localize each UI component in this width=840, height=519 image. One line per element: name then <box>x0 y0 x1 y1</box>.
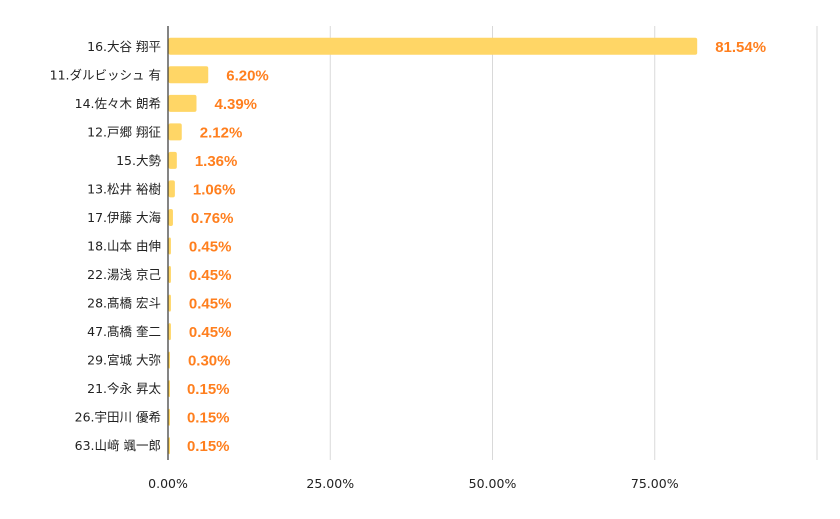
data-label-5: 1.06% <box>193 181 236 198</box>
data-label-12: 0.15% <box>187 381 230 398</box>
category-label-14: 63.山﨑 颯一郎 <box>75 438 161 453</box>
category-label-0: 16.大谷 翔平 <box>87 39 161 54</box>
data-label-0: 81.54% <box>715 39 766 56</box>
x-tick-label-1: 25.00% <box>306 476 354 491</box>
category-label-8: 22.湯浅 京己 <box>87 267 161 282</box>
data-label-9: 0.45% <box>189 296 232 313</box>
category-label-6: 17.伊藤 大海 <box>87 210 161 225</box>
category-label-12: 21.今永 昇太 <box>87 381 161 396</box>
category-label-11: 29.宮城 大弥 <box>87 353 161 368</box>
data-label-11: 0.30% <box>188 353 231 370</box>
bar-8 <box>168 266 171 284</box>
category-label-13: 26.宇田川 優希 <box>75 410 161 425</box>
x-tick-label-3: 75.00% <box>631 476 679 491</box>
bar-13 <box>168 408 170 426</box>
bar-7 <box>168 237 171 255</box>
bar-12 <box>168 380 170 398</box>
data-label-8: 0.45% <box>189 267 232 284</box>
category-label-10: 47.髙橋 奎二 <box>87 324 161 339</box>
bar-10 <box>168 323 171 341</box>
data-label-6: 0.76% <box>191 210 234 227</box>
bar-4 <box>168 151 177 169</box>
data-label-7: 0.45% <box>189 239 232 256</box>
data-labels: 81.54% 6.20% 4.39% 2.12% 1.36% 1.06% 0.76% 0.45… <box>187 39 766 455</box>
bar-5 <box>168 180 175 198</box>
category-label-5: 13.松井 裕樹 <box>87 181 161 196</box>
bars <box>168 37 698 455</box>
data-label-14: 0.15% <box>187 438 230 455</box>
category-label-4: 15.大勢 <box>116 153 161 168</box>
category-labels: 16.大谷 翔平 11.ダルビッシュ 有 14.佐々木 朗希 12.戸郷 翔征 15.大… <box>50 39 162 453</box>
data-label-4: 1.36% <box>195 153 238 170</box>
data-label-10: 0.45% <box>189 324 232 341</box>
category-label-7: 18.山本 由伸 <box>87 239 161 254</box>
category-label-9: 28.髙橋 宏斗 <box>87 296 161 311</box>
bar-1 <box>168 66 209 84</box>
x-tick-labels: 0.00% 25.00% 50.00% 75.00% <box>148 476 679 491</box>
bar-6 <box>168 208 173 226</box>
data-label-3: 2.12% <box>200 124 243 141</box>
data-label-13: 0.15% <box>187 410 230 427</box>
bar-14 <box>168 437 170 455</box>
x-tick-label-0: 0.00% <box>148 476 188 491</box>
category-label-3: 12.戸郷 翔征 <box>87 124 161 139</box>
data-label-2: 4.39% <box>214 96 257 113</box>
gridlines <box>329 26 818 460</box>
bar-3 <box>168 123 182 141</box>
bar-0 <box>168 37 698 55</box>
data-label-1: 6.20% <box>226 67 269 84</box>
bar-2 <box>168 94 197 112</box>
x-tick-label-2: 50.00% <box>469 476 517 491</box>
category-label-2: 14.佐々木 朗希 <box>75 96 161 111</box>
bar-9 <box>168 294 171 312</box>
bar-11 <box>168 351 170 369</box>
category-label-1: 11.ダルビッシュ 有 <box>50 67 161 82</box>
